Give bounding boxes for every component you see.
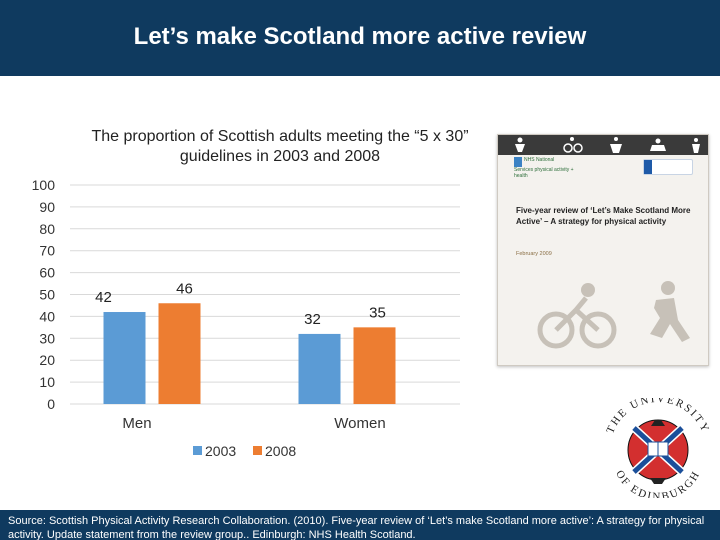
sparc-logo — [643, 159, 693, 175]
chart-title: The proportion of Scottish adults meetin… — [91, 128, 469, 165]
activity-icons-strip — [498, 135, 708, 155]
cyclist-runner-icon — [537, 281, 690, 349]
nhs-logo: NHS National Services physical activity … — [514, 157, 574, 179]
chart-legend: 2003 2008 — [193, 443, 296, 459]
slide-title: Let’s make Scotland more active review — [133, 23, 587, 50]
bar-2003-women — [298, 333, 341, 404]
legend-swatch-2003 — [193, 446, 202, 455]
y-tick-label: 60 — [39, 265, 55, 281]
data-labels: 42 46 32 35 — [95, 280, 386, 328]
y-tick-label: 30 — [39, 330, 55, 346]
data-label: 35 — [369, 304, 386, 321]
y-tick-label: 50 — [39, 287, 55, 303]
data-label: 42 — [95, 289, 112, 306]
y-tick-label: 0 — [47, 396, 55, 412]
university-seal-logo: THE UNIVERSITY OF EDINBURGH — [604, 398, 709, 498]
bar-2008-men — [158, 303, 201, 404]
slide-header: Let’s make Scotland more active review — [0, 0, 720, 76]
y-tick-label: 10 — [39, 374, 55, 390]
data-label: 32 — [304, 311, 321, 328]
bar-2003-men — [103, 312, 146, 404]
y-tick-label: 100 — [32, 177, 56, 193]
y-tick-label: 20 — [39, 352, 55, 368]
x-tick-label: Men — [122, 415, 151, 432]
y-tick-label: 80 — [39, 221, 55, 237]
x-axis-ticks: Men Women — [122, 415, 385, 432]
legend-label: 2003 — [205, 443, 236, 459]
y-tick-label: 40 — [39, 308, 55, 324]
y-tick-label: 90 — [39, 199, 55, 215]
legend-swatch-2008 — [253, 446, 262, 455]
chart-bars — [103, 303, 396, 404]
bar-2008-women — [353, 327, 396, 404]
y-tick-label: 70 — [39, 243, 55, 259]
cover-date: February 2009 — [516, 251, 552, 257]
source-citation: Source: Scottish Physical Activity Resea… — [0, 510, 720, 540]
report-cover-image: NHS National Services physical activity … — [497, 134, 709, 366]
legend-label: 2008 — [265, 443, 296, 459]
x-tick-label: Women — [334, 415, 385, 432]
data-label: 46 — [176, 280, 193, 297]
cover-title: Five-year review of ‘Let’s Make Scotland… — [516, 206, 691, 226]
